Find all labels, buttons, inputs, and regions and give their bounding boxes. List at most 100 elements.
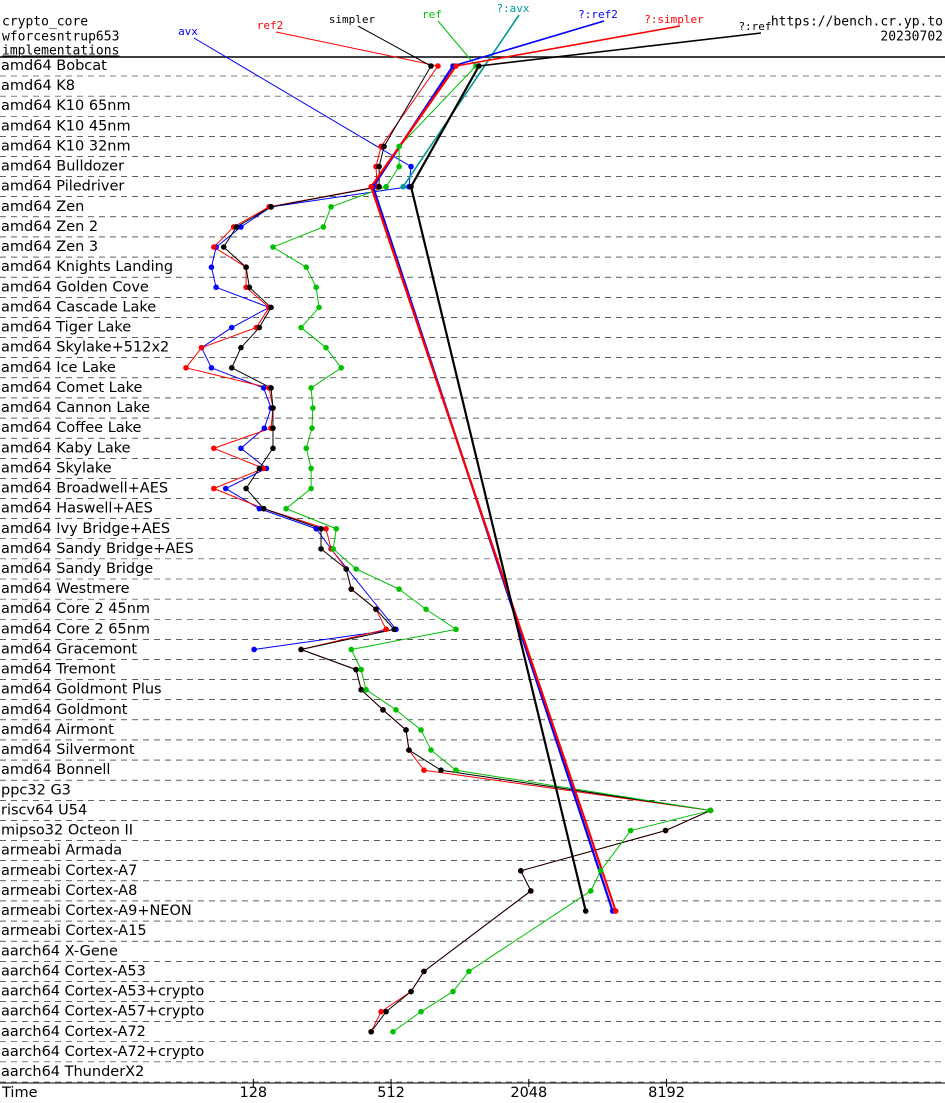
data-point: [358, 686, 364, 693]
legend-label: simpler: [329, 13, 376, 26]
data-point: [260, 505, 267, 512]
implementation-name: wforcesntrup653: [2, 30, 119, 45]
data-point: [396, 586, 402, 592]
series-segment: [263, 407, 272, 429]
data-point: [320, 224, 327, 230]
series-segment: [245, 286, 270, 308]
legend-leader: [402, 14, 520, 188]
data-point: [208, 365, 215, 371]
data-point: [627, 827, 634, 834]
series-segment: [272, 246, 307, 268]
series-segment: [375, 608, 395, 630]
series-segment: [285, 508, 337, 530]
data-point: [211, 244, 217, 250]
data-point: [316, 304, 322, 311]
legend-label: ?:ref: [738, 20, 771, 33]
row-label: amd64 Skylake: [1, 460, 112, 476]
data-point: [308, 465, 314, 472]
legend-label: ref: [422, 8, 442, 21]
data-point: [333, 525, 340, 532]
series-segment: [270, 387, 274, 409]
row-label: mipso32 Octeon II: [1, 823, 133, 839]
data-point: [450, 988, 456, 995]
row-label: aarch64 Cortex-A72: [1, 1024, 146, 1040]
data-point: [528, 888, 534, 894]
series-segment: [355, 669, 362, 690]
series-segment: [351, 628, 457, 650]
data-point: [428, 63, 434, 69]
legend-leader: [275, 31, 439, 67]
series-segment: [410, 65, 480, 188]
series-segment: [258, 447, 274, 469]
data-point: [318, 546, 324, 552]
data-point: [220, 244, 227, 250]
series-segment: [405, 729, 410, 751]
row-label: amd64 Bonnell: [1, 762, 110, 778]
data-point: [268, 385, 274, 391]
series-segment: [263, 387, 272, 409]
row-label: amd64 Sandy Bridge+AES: [1, 541, 194, 557]
legend-label: avx: [178, 25, 198, 38]
series-segment: [365, 689, 397, 711]
legend-leader: [193, 37, 412, 168]
legend-leader: [437, 20, 477, 67]
series-segment: [370, 1011, 382, 1032]
series-segment: [370, 65, 457, 188]
row-label: amd64 Core 2 45nm: [1, 601, 150, 617]
row-label: armeabi Cortex-A9+NEON: [1, 903, 192, 919]
series-segment: [263, 508, 322, 530]
data-point: [391, 626, 397, 633]
data-point: [283, 505, 289, 512]
series-segment: [398, 65, 477, 147]
legend-leader: [455, 25, 681, 67]
row-label: amd64 Kaby Lake: [1, 440, 131, 456]
row-label: amd64 Silvermont: [1, 742, 135, 758]
series-segment: [320, 548, 347, 570]
data-point: [368, 183, 374, 190]
data-point: [270, 445, 276, 452]
data-point: [270, 405, 276, 411]
row-label: aarch64 Cortex-A53+crypto: [1, 984, 204, 1000]
series-segment: [590, 870, 602, 892]
row-label: aarch64 Cortex-A53: [1, 963, 146, 979]
x-tick-label: 2048: [510, 1085, 547, 1101]
x-tick-label: 128: [239, 1085, 267, 1101]
data-point: [213, 284, 219, 291]
series-segment: [210, 267, 217, 288]
data-point: [408, 988, 414, 995]
data-point: [256, 465, 263, 472]
series-lines: [185, 14, 762, 1033]
row-label: amd64 Sandy Bridge: [1, 561, 153, 577]
series-segment: [223, 246, 247, 268]
series-segment: [355, 568, 400, 590]
legend-label: ?:avx: [496, 2, 529, 15]
data-point: [383, 183, 389, 190]
data-point: [358, 666, 364, 673]
data-point: [256, 324, 263, 331]
data-point: [251, 646, 257, 653]
row-label: amd64 Westmere: [1, 581, 130, 597]
row-label: ppc32 G3: [1, 782, 71, 798]
series-segment: [213, 467, 264, 489]
data-point: [390, 1028, 396, 1035]
data-point: [396, 163, 402, 170]
series-segment: [408, 749, 425, 771]
row-label: armeabi Cortex-A7: [1, 863, 137, 879]
data-point: [222, 485, 229, 492]
data-point: [261, 425, 268, 431]
series-segment: [410, 971, 425, 992]
series-segment: [385, 991, 412, 1013]
legend-leader: [478, 32, 762, 67]
data-point: [330, 546, 337, 552]
series-segment: [350, 649, 362, 670]
series-segment: [213, 226, 234, 248]
series-segment: [315, 287, 320, 308]
data-point: [418, 727, 424, 733]
row-label: amd64 Core 2 65nm: [1, 621, 150, 637]
series-points: [183, 63, 714, 1035]
series-segment: [600, 830, 632, 872]
data-point: [233, 224, 240, 230]
series-segment: [225, 467, 267, 489]
series-segment: [255, 307, 270, 328]
series-segment: [270, 186, 380, 208]
